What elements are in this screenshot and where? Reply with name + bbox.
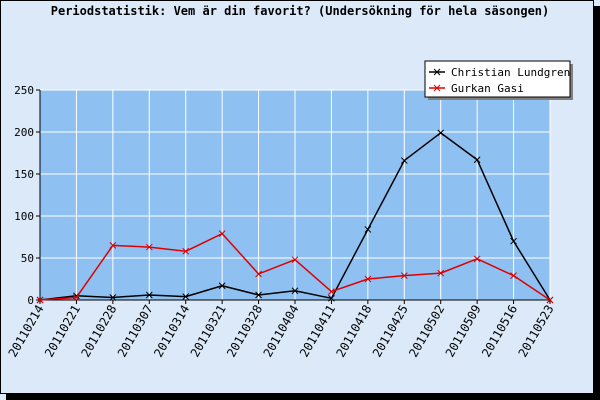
data-point-series-2 [291, 256, 299, 264]
data-point-series-2 [36, 296, 44, 304]
marker-stroke [145, 243, 153, 251]
chart-title: Periodstatistik: Vem är din favorit? (Un… [51, 4, 550, 18]
legend-marker [433, 68, 441, 76]
marker-stroke [364, 275, 372, 283]
y-tick-label: 0 [27, 294, 34, 307]
data-point-series-1 [400, 157, 408, 164]
marker-stroke [433, 84, 441, 92]
y-tick-label: 200 [14, 126, 34, 139]
data-point-series-2 [109, 242, 117, 249]
legend: Christian Lundgren Gurkan Gasi [424, 60, 573, 100]
y-tick-label: 100 [14, 210, 34, 223]
y-tick-label: 250 [14, 84, 34, 97]
data-point-series-1 [109, 294, 117, 301]
data-point-series-1 [182, 293, 190, 300]
marker-stroke [400, 157, 408, 164]
data-point-series-2 [546, 296, 554, 304]
marker-stroke [291, 287, 299, 295]
data-point-series-1 [218, 282, 226, 290]
data-point-series-2 [364, 275, 372, 283]
chart-frame [0, 0, 594, 394]
data-point-series-1 [328, 294, 335, 302]
data-point-series-2 [400, 272, 408, 279]
data-point-series-2 [510, 272, 517, 279]
marker-stroke [510, 237, 517, 245]
marker-stroke [291, 256, 299, 264]
marker-stroke [328, 288, 335, 295]
marker-stroke [73, 294, 80, 301]
marker-stroke [328, 294, 335, 302]
marker-stroke [473, 156, 481, 164]
legend-label: Gurkan Gasi [451, 82, 524, 95]
marker-stroke [218, 282, 226, 290]
legend-marker [433, 84, 441, 92]
marker-stroke [473, 255, 481, 263]
data-point-series-1 [291, 287, 299, 295]
data-point-series-2 [218, 230, 226, 237]
y-tick-label: 50 [21, 252, 34, 265]
data-point-series-1 [437, 129, 445, 137]
marker-stroke [437, 129, 445, 137]
marker-stroke [182, 247, 190, 255]
marker-stroke [36, 296, 44, 304]
marker-stroke [109, 294, 117, 301]
data-point-series-1 [510, 237, 517, 245]
frame-shadow-bottom [6, 394, 600, 400]
data-point-series-1 [255, 291, 262, 299]
marker-stroke [510, 272, 517, 279]
marker-stroke [145, 291, 153, 299]
data-point-series-1 [145, 291, 153, 299]
marker-stroke [437, 269, 445, 277]
marker-stroke [364, 226, 372, 233]
data-point-series-2 [473, 255, 481, 263]
marker-stroke [109, 242, 117, 249]
marker-stroke [255, 291, 262, 299]
marker-stroke [400, 272, 408, 279]
legend-box [424, 60, 571, 98]
data-point-series-2 [255, 270, 262, 278]
data-point-series-1 [473, 156, 481, 164]
marker-stroke [546, 296, 554, 304]
marker-stroke [433, 68, 441, 76]
marker-stroke [218, 230, 226, 237]
marker-stroke [255, 270, 262, 278]
data-point-series-2 [73, 294, 80, 301]
marker-stroke [182, 293, 190, 300]
data-point-series-2 [145, 243, 153, 251]
frame-shadow-right [594, 6, 600, 400]
data-point-series-1 [364, 226, 372, 233]
data-point-series-2 [437, 269, 445, 277]
data-point-series-2 [328, 288, 335, 295]
data-point-series-2 [182, 247, 190, 255]
legend-label: Christian Lundgren [451, 66, 570, 79]
y-tick-label: 150 [14, 168, 34, 181]
